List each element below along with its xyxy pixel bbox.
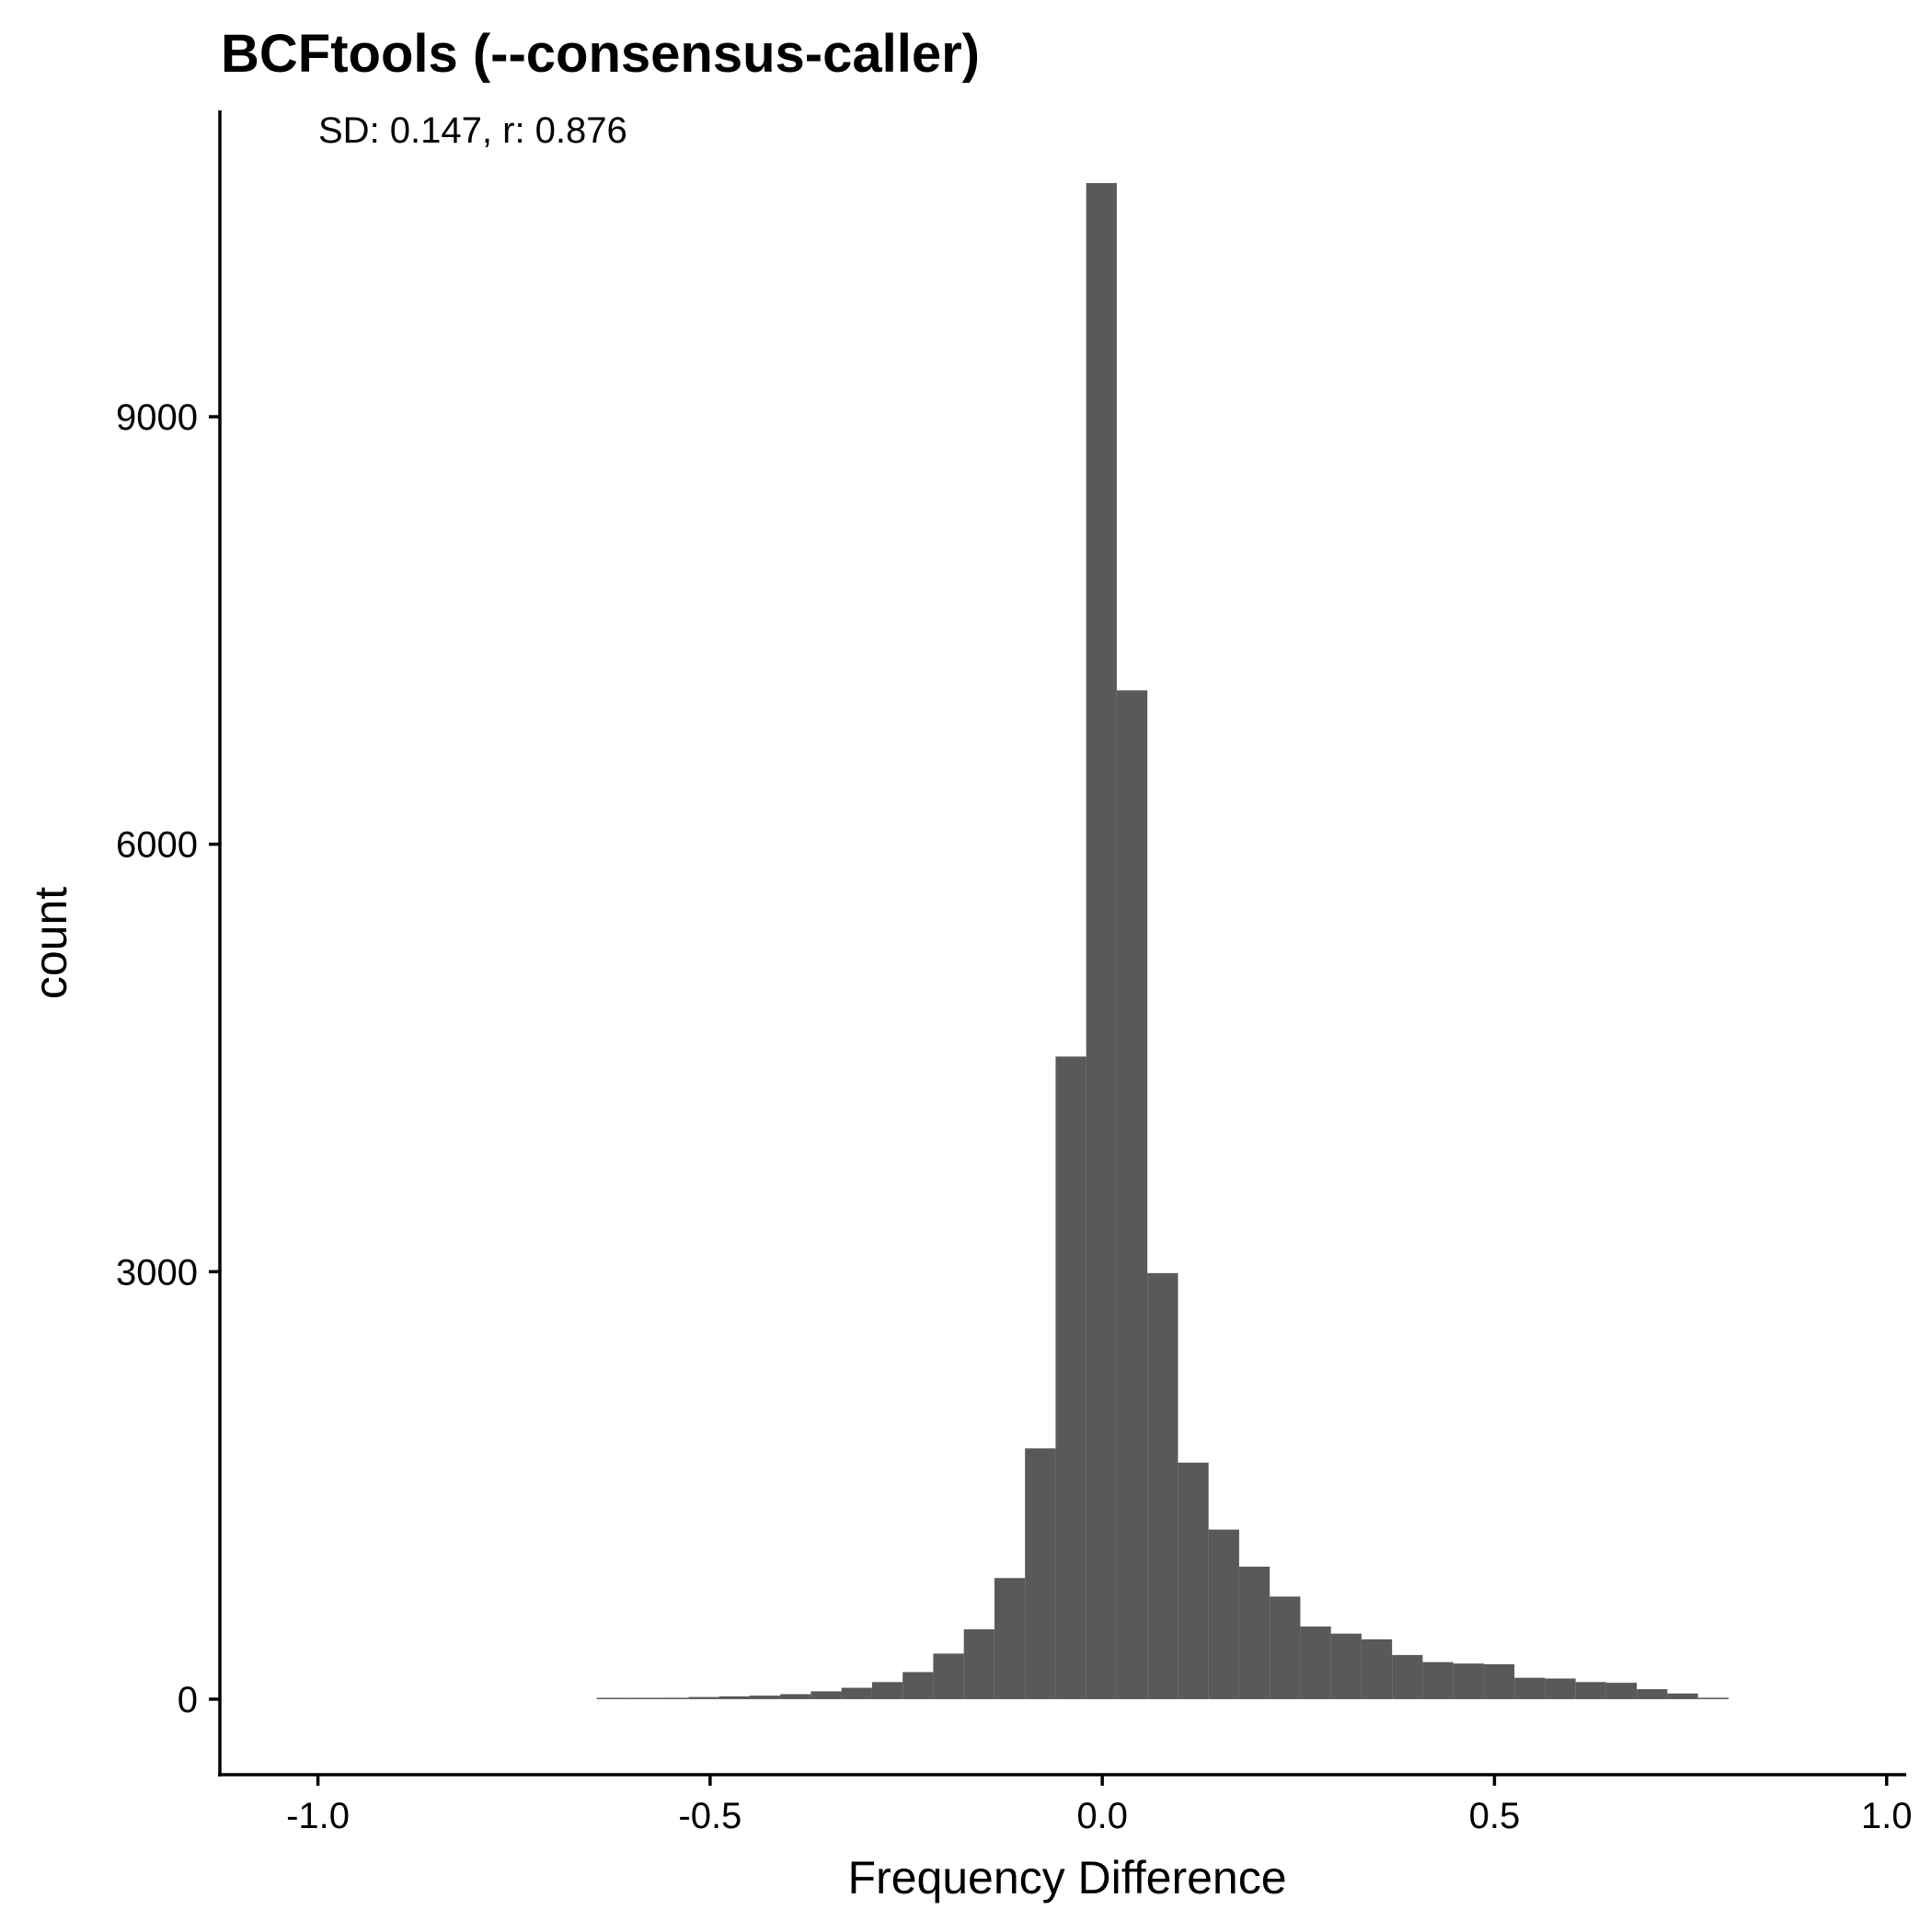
histogram-bar (1270, 1596, 1301, 1699)
x-tick-label: -1.0 (286, 1796, 350, 1836)
histogram-bar (811, 1691, 842, 1699)
y-tick-label: 3000 (116, 1252, 198, 1293)
histogram-bar (719, 1696, 750, 1699)
histogram-bar (1238, 1566, 1271, 1699)
chart-title: BCFtools (--consensus-caller) (221, 24, 980, 84)
histogram-bar (1667, 1693, 1698, 1699)
histogram-bar (1453, 1663, 1484, 1699)
x-axis-ticks: -1.0 -0.5 0.0 0.5 1.0 (286, 1775, 1912, 1836)
y-tick-label: 6000 (116, 825, 198, 866)
histogram-bar (1637, 1689, 1668, 1699)
histogram-bar (749, 1696, 781, 1699)
histogram-bar (1208, 1529, 1239, 1699)
histogram-bar (841, 1687, 872, 1699)
histogram-bar (1392, 1654, 1423, 1699)
histogram-bar (963, 1629, 995, 1699)
histogram-bar (1330, 1633, 1362, 1699)
histogram-bar (1147, 1272, 1179, 1699)
histogram-bar (1300, 1626, 1331, 1699)
histogram-bar (1025, 1448, 1056, 1699)
y-axis-ticks: 0 3000 6000 9000 (116, 397, 220, 1720)
histogram-bar (1545, 1678, 1576, 1699)
y-tick-label: 9000 (116, 397, 198, 438)
histogram-bar (596, 1697, 627, 1699)
y-axis-title: count (25, 887, 76, 999)
x-axis-title: Frequency Difference (847, 1852, 1286, 1903)
histogram-bar (1483, 1663, 1515, 1699)
y-tick-label: 0 (178, 1680, 198, 1720)
histogram-bar (627, 1697, 659, 1699)
histogram-bar (688, 1696, 719, 1699)
histogram-bar (871, 1682, 903, 1699)
histogram-bar (1514, 1677, 1546, 1699)
histogram-bar (933, 1653, 964, 1699)
histogram-bar (994, 1578, 1026, 1699)
x-tick-label: -0.5 (678, 1796, 742, 1836)
histogram-bar (658, 1697, 689, 1699)
histogram-bar (1697, 1697, 1729, 1699)
histogram-bar (1086, 182, 1117, 1699)
histogram-bar (780, 1694, 811, 1699)
histogram-bar (1361, 1639, 1393, 1699)
histogram-bar (1178, 1462, 1209, 1699)
histogram-bar (1605, 1683, 1638, 1699)
histogram-bar (1116, 690, 1148, 1699)
histogram-bar (903, 1672, 934, 1699)
histogram-bar (1575, 1682, 1606, 1699)
bars-group (596, 182, 1729, 1699)
histogram-bar (1055, 1056, 1087, 1699)
x-tick-label: 0.5 (1469, 1796, 1521, 1836)
histogram-bar (1422, 1662, 1454, 1699)
x-tick-label: 1.0 (1861, 1796, 1913, 1836)
stats-annotation: SD: 0.147, r: 0.876 (318, 110, 627, 151)
x-tick-label: 0.0 (1076, 1796, 1128, 1836)
